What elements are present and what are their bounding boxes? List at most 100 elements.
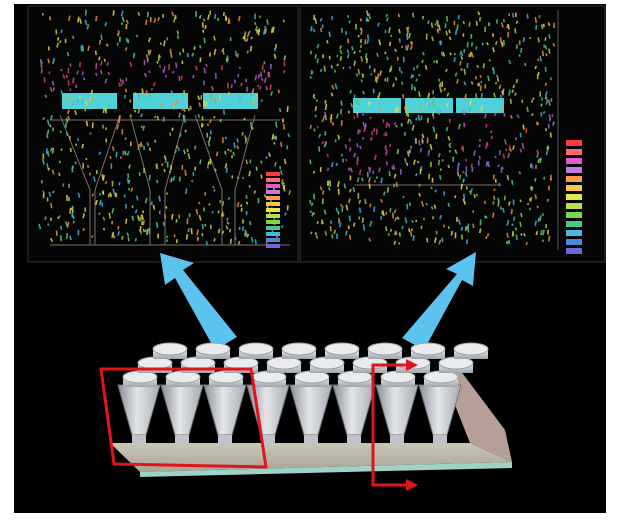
vector [521, 213, 522, 217]
vector [455, 195, 456, 198]
vector [105, 22, 106, 26]
vector [450, 53, 451, 56]
vector [521, 48, 522, 53]
vector [125, 137, 126, 139]
vector [510, 149, 511, 152]
vector [509, 240, 510, 244]
vector [127, 178, 128, 183]
vector [283, 185, 284, 189]
vector [418, 161, 419, 163]
vector [488, 233, 489, 236]
vector [122, 236, 123, 240]
vector [542, 213, 543, 216]
vector [348, 15, 349, 17]
vector [48, 59, 49, 64]
vector [513, 13, 514, 17]
scale-swatch [266, 190, 280, 194]
vector [361, 31, 362, 35]
vector [494, 196, 495, 200]
vector [334, 70, 335, 73]
vector [148, 12, 149, 17]
vector [387, 57, 388, 60]
vector [285, 159, 286, 164]
vector [460, 51, 461, 55]
vector [106, 127, 107, 129]
vector [546, 53, 547, 56]
vector [44, 77, 45, 82]
vector [546, 128, 547, 131]
vector [324, 145, 325, 148]
vector [110, 156, 111, 159]
vector [399, 38, 400, 42]
vector [166, 206, 167, 208]
vector [527, 14, 528, 18]
vector [120, 78, 121, 82]
right-panel [300, 6, 605, 262]
vector [460, 175, 461, 179]
vector [60, 40, 61, 43]
vector [102, 174, 103, 179]
vector [126, 89, 127, 93]
vector [443, 52, 444, 56]
vector [157, 116, 158, 120]
vector [486, 161, 487, 166]
vector [183, 48, 184, 52]
vector [222, 212, 223, 217]
scale-swatch [566, 230, 582, 236]
vector [242, 132, 243, 135]
vector [358, 129, 359, 135]
vector [535, 17, 536, 23]
vector [422, 140, 423, 143]
vector [140, 226, 141, 232]
vector [413, 13, 414, 17]
vector [165, 160, 166, 163]
vector [104, 228, 105, 230]
vector [429, 174, 430, 179]
vector [99, 40, 100, 45]
vector [335, 139, 336, 142]
vector [267, 19, 268, 25]
vector [85, 108, 86, 111]
vector [255, 22, 256, 24]
vector [208, 161, 209, 165]
cylinder-top [239, 343, 273, 355]
scale-swatch [566, 140, 582, 146]
vector [511, 99, 512, 104]
vector [206, 101, 207, 106]
vector [360, 208, 361, 213]
vector [389, 171, 390, 176]
vector [219, 229, 220, 233]
vector [224, 110, 225, 115]
vector [458, 163, 459, 166]
vector [515, 228, 516, 231]
vector [535, 221, 536, 226]
vector [444, 88, 445, 91]
vector [148, 50, 149, 55]
vector [204, 38, 205, 43]
vector [52, 148, 53, 153]
vector [163, 70, 164, 73]
vector [540, 216, 541, 221]
vector [147, 229, 148, 235]
vector [331, 65, 332, 68]
vector [479, 83, 480, 87]
vector [176, 62, 177, 67]
vector [480, 17, 481, 21]
vector [520, 222, 521, 227]
vector [170, 171, 171, 173]
vector [158, 17, 159, 21]
vector [437, 20, 438, 23]
vector [255, 75, 256, 80]
vector [408, 111, 409, 117]
vector [543, 51, 544, 56]
vector [481, 93, 482, 98]
vector [348, 54, 349, 58]
vector [109, 103, 110, 108]
vector [440, 41, 441, 45]
vector [365, 126, 366, 130]
vector [540, 158, 541, 163]
vector [178, 148, 179, 151]
cylinder-top [282, 343, 316, 355]
vector [42, 180, 43, 183]
vector [285, 213, 286, 216]
